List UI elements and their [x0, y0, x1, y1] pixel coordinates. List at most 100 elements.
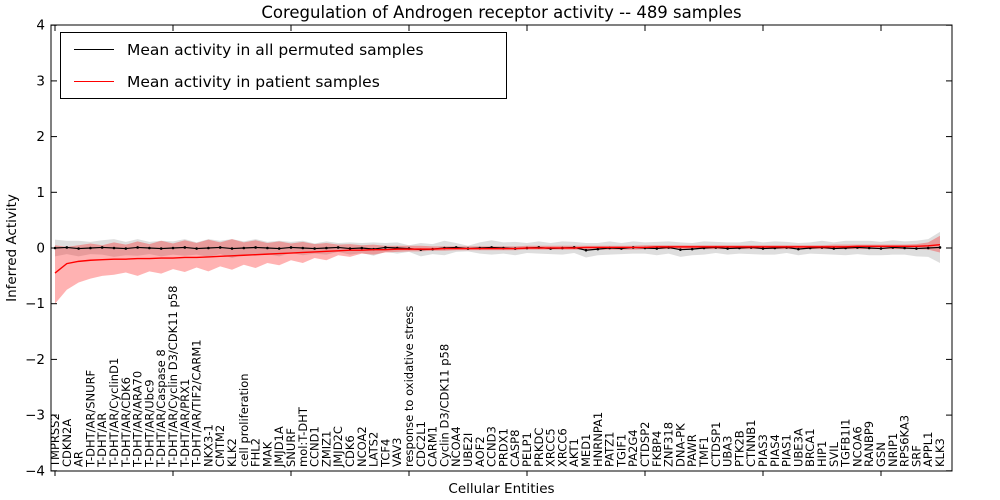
- x-tick-label: SNURF: [284, 428, 298, 467]
- x-tick-label: MED1: [579, 434, 593, 467]
- permuted-mean-marker: [65, 246, 69, 249]
- y-tick-label: −1: [25, 296, 45, 312]
- legend: Mean activity in all permuted samples Me…: [60, 32, 507, 99]
- permuted-mean-marker: [867, 246, 871, 250]
- x-tick-label: AOF2: [473, 436, 487, 467]
- x-tick-label: CCND3: [485, 426, 499, 467]
- y-tick-label: 2: [36, 129, 45, 145]
- permuted-mean-marker: [926, 246, 930, 250]
- x-tick-label: CDC2L1: [414, 421, 428, 467]
- x-tick-label: JMJD1A: [272, 426, 286, 468]
- x-tick-label: T-DHT/AR/CyclinD1: [107, 358, 121, 468]
- permuted-mean-marker: [679, 248, 682, 251]
- x-tick-label: PIAS4: [768, 434, 782, 467]
- permuted-mean-marker: [100, 246, 104, 249]
- permuted-mean-marker: [360, 246, 364, 250]
- permuted-mean-marker: [183, 246, 187, 249]
- legend-item-permuted: Mean activity in all permuted samples: [61, 34, 506, 66]
- x-axis-label: Cellular Entities: [448, 481, 555, 497]
- x-tick-label: PELP1: [520, 432, 534, 467]
- permuted-mean-marker: [136, 246, 139, 249]
- confidence-band: [55, 235, 940, 304]
- permuted-mean-line: [54, 246, 941, 251]
- permuted-mean-marker: [218, 246, 222, 249]
- y-tick-label: 4: [36, 18, 45, 34]
- y-tick-label: −3: [25, 408, 45, 424]
- permuted-mean-marker: [761, 247, 765, 250]
- x-tick-label: TMF1: [697, 436, 711, 468]
- x-tick-label: T-DHT/AR: [95, 413, 109, 468]
- x-tick-label: PIAS3: [756, 434, 770, 467]
- x-tick-label: NKX3-1: [201, 424, 215, 467]
- x-tick-label: mol:T-DHT: [296, 406, 310, 467]
- x-tick-label: XRCC5: [544, 428, 558, 467]
- x-tick-label: T-DHT/AR/TIF2/CARM1: [190, 339, 204, 468]
- x-tick-label: cell proliferation: [237, 373, 251, 467]
- x-tick-label: CTDSP1: [709, 422, 723, 467]
- y-tick-label: 0: [36, 241, 45, 257]
- x-tick-label: JMJD2C: [331, 426, 345, 468]
- legend-label: Mean activity in all permuted samples: [127, 40, 424, 59]
- permuted-mean-marker: [325, 246, 328, 250]
- x-tick-label: PA2G4: [626, 429, 640, 467]
- patient-mean-line: [54, 243, 941, 274]
- x-tick-label: PATZ1: [603, 432, 617, 467]
- patient-line-swatch: [74, 81, 114, 82]
- x-tick-label: LATS2: [367, 432, 381, 467]
- x-tick-label: CTNNB1: [744, 420, 758, 467]
- x-tick-label: FHL2: [249, 438, 263, 467]
- permuted-mean-marker: [254, 246, 257, 249]
- x-tick-label: CDKN2A: [60, 419, 74, 467]
- y-tick-label: 1: [36, 185, 45, 201]
- x-tick-label: T-DHT/AR/CDK6: [119, 377, 133, 468]
- x-tick-label: KLK3: [933, 438, 947, 467]
- permuted-mean-marker: [797, 247, 800, 251]
- permuted-mean-marker: [277, 247, 281, 250]
- x-tick-label: BRCA1: [803, 428, 817, 467]
- permuted-mean-marker: [77, 247, 80, 250]
- permuted-mean-marker: [348, 247, 352, 250]
- x-tick-label: CTDSP2: [638, 422, 652, 467]
- x-tick-label: TMPRSS2: [48, 413, 62, 468]
- x-tick-label: PIAS1: [780, 434, 794, 467]
- x-tick-label: PAWR: [685, 434, 699, 467]
- x-tick-label: AR: [72, 451, 86, 467]
- x-tick-label: NCOA4: [449, 426, 463, 467]
- permuted-line-swatch: [74, 49, 114, 50]
- permuted-mean-marker: [384, 246, 387, 249]
- x-tick-label: UBE3A: [791, 428, 805, 467]
- y-tick-label: −2: [25, 352, 45, 368]
- x-tick-label: CASP8: [508, 430, 522, 467]
- x-tick-label: CDK6: [343, 435, 357, 467]
- x-tick-label: VAV3: [390, 438, 404, 467]
- permuted-mean-marker: [690, 247, 694, 251]
- x-tick-label: AKT1: [567, 438, 581, 467]
- x-tick-label: UBE2I: [461, 433, 475, 467]
- permuted-mean-marker: [596, 247, 600, 251]
- x-tick-label: response to oxidative stress: [402, 306, 416, 467]
- permuted-mean-marker: [655, 247, 659, 250]
- x-tick-label: T-DHT/AR/PRX1: [178, 379, 192, 468]
- permuted-mean-marker: [903, 246, 906, 250]
- permuted-mean-marker: [289, 246, 293, 249]
- permuted-mean-marker: [726, 247, 729, 250]
- x-tick-label: DNA-PK: [673, 423, 687, 467]
- x-tick-label: CMTM2: [213, 425, 227, 467]
- permuted-mean-marker: [584, 248, 588, 252]
- y-tick-label: −4: [25, 463, 45, 479]
- permuted-mean-marker: [112, 246, 116, 250]
- permuted-mean-marker: [124, 247, 128, 250]
- permuted-mean-marker: [148, 246, 151, 250]
- x-tick-label: Cyclin D3/CDK11 p58: [437, 344, 451, 467]
- permuted-mean-marker: [230, 247, 234, 250]
- x-tick-label: ZMIZ1: [319, 431, 333, 467]
- x-tick-label: CARM1: [426, 426, 440, 467]
- x-tick-label: NCOA6: [850, 426, 864, 467]
- legend-item-patient: Mean activity in patient samples: [61, 66, 506, 98]
- legend-label: Mean activity in patient samples: [127, 72, 380, 91]
- permuted-mean-marker: [159, 247, 163, 250]
- x-tick-label: XRCC6: [555, 428, 569, 467]
- x-tick-label: PRKDC: [532, 428, 546, 467]
